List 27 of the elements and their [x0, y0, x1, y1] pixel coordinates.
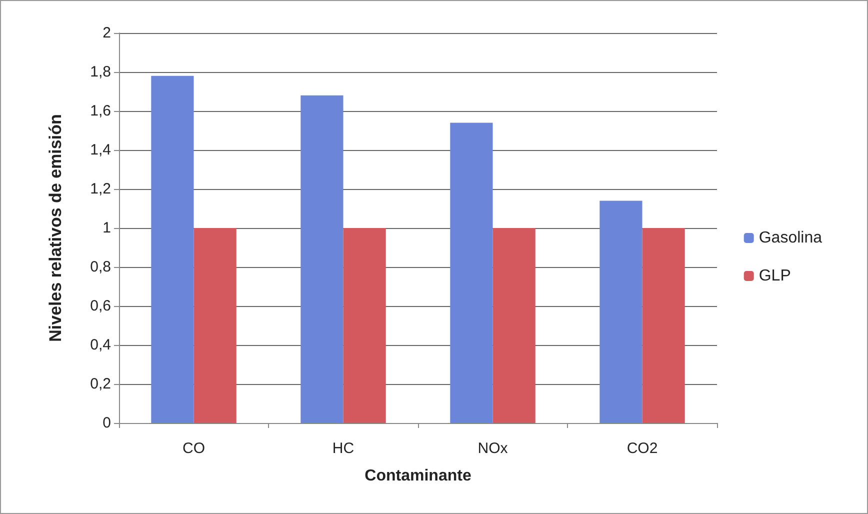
y-tick-label: 1,2	[90, 180, 111, 198]
y-tick-label: 1,4	[90, 142, 111, 158]
y-tick-label: 0,2	[90, 376, 111, 392]
bar	[492, 228, 536, 423]
y-axis-title: Niveles relativos de emisión	[46, 114, 65, 342]
y-tick-label: 1,8	[90, 64, 111, 80]
bar	[600, 200, 642, 423]
y-tick-label: 0,6	[90, 298, 111, 314]
y-tick-label: 0,8	[90, 258, 111, 276]
legend-label: Gasolina	[758, 230, 822, 246]
x-tick-label: NOx	[478, 440, 508, 457]
x-axis-title: Contaminante	[364, 468, 472, 484]
y-tick-label: 2	[102, 24, 111, 42]
x-tick-label: CO2	[626, 440, 658, 457]
x-tick-label: CO	[182, 440, 205, 457]
y-tick-label: 0,4	[90, 336, 111, 354]
bar	[642, 228, 685, 423]
x-tick-label: HC	[332, 440, 354, 457]
bar	[300, 95, 344, 423]
bar	[450, 122, 493, 423]
bar	[343, 228, 386, 423]
bar	[194, 228, 236, 423]
bar	[151, 76, 194, 423]
y-tick-label: 0	[102, 414, 111, 432]
y-tick-label: 1,6	[90, 102, 111, 120]
legend-label: GLP	[758, 268, 791, 284]
y-tick-label: 1	[102, 220, 111, 236]
